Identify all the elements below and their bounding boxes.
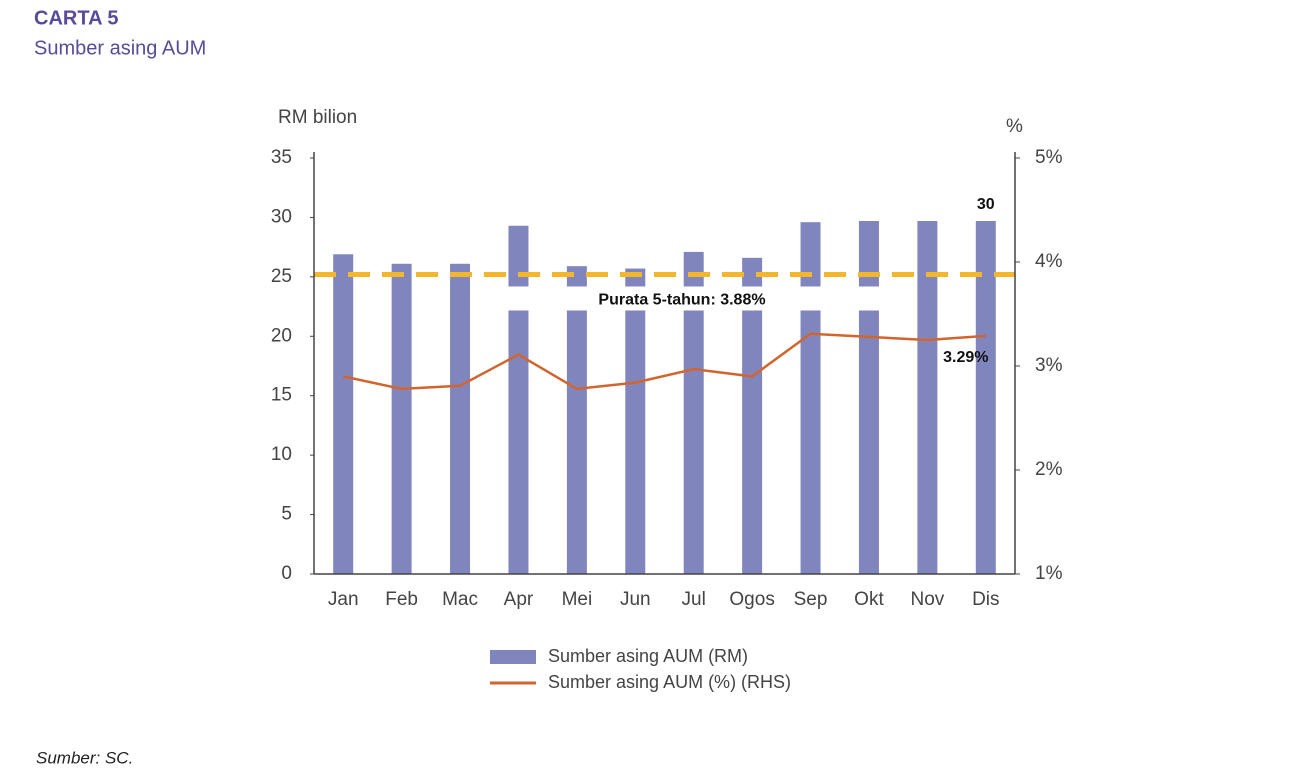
y2-axis-title: %: [1006, 116, 1023, 137]
y2-tick-label: 3%: [1035, 355, 1063, 376]
reference-line-label: Purata 5-tahun: 3.88%: [598, 292, 765, 309]
y2-tick-label: 1%: [1035, 563, 1063, 584]
x-tick-label: Okt: [854, 589, 884, 610]
x-tick-label: Feb: [385, 589, 418, 610]
bar: [917, 220, 938, 574]
y-tick-label: 10: [271, 444, 292, 465]
y2-tick-label: 5%: [1035, 147, 1063, 168]
data-label: 3.29%: [943, 349, 988, 366]
bar: [508, 225, 529, 574]
chart-subtitle: Sumber asing AUM: [34, 37, 206, 59]
y2-tick-label: 2%: [1035, 459, 1063, 480]
x-tick-label: Mei: [562, 589, 593, 610]
bar: [566, 266, 587, 574]
bar: [742, 257, 763, 574]
x-tick-label: Sep: [794, 589, 828, 610]
source-note: Sumber: SC.: [36, 748, 133, 767]
y-tick-label: 20: [271, 325, 292, 346]
y-tick-label: 15: [271, 385, 292, 406]
annotation-background: [470, 286, 880, 311]
y-tick-label: 30: [271, 206, 292, 227]
legend-swatch: [490, 650, 536, 664]
x-tick-label: Jul: [682, 589, 706, 610]
chart-title: CARTA 5: [34, 7, 118, 29]
line-series: [342, 332, 986, 391]
x-tick-label: Apr: [504, 589, 534, 610]
data-label: 30: [977, 196, 995, 213]
bar: [333, 254, 354, 574]
x-tick-label: Nov: [910, 589, 944, 610]
legend-label: Sumber asing AUM (RM): [548, 646, 748, 666]
y-tick-label: 35: [271, 147, 292, 168]
y-tick-label: 0: [281, 563, 292, 584]
x-tick-label: Dis: [972, 589, 999, 610]
y2-tick-label: 4%: [1035, 251, 1063, 272]
y-tick-label: 5: [281, 504, 292, 525]
bar: [975, 220, 996, 574]
y-axis-title: RM bilion: [278, 107, 357, 128]
x-tick-label: Jan: [328, 589, 359, 610]
bar: [450, 263, 471, 574]
x-tick-label: Ogos: [729, 589, 774, 610]
bar: [683, 251, 704, 574]
legend-label: Sumber asing AUM (%) (RHS): [548, 672, 791, 692]
bar: [391, 263, 412, 574]
x-tick-label: Jun: [620, 589, 651, 610]
y-tick-label: 25: [271, 266, 292, 287]
x-tick-label: Mac: [442, 589, 478, 610]
bar: [625, 268, 646, 574]
